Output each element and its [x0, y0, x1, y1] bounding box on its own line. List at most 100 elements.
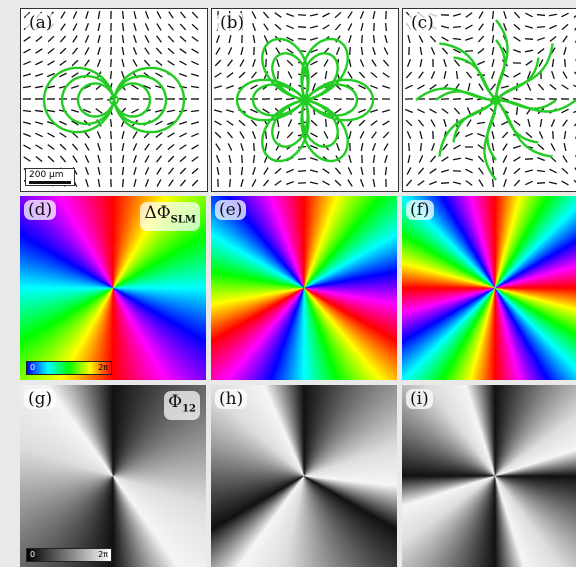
director-rod: [477, 144, 485, 150]
director-rod: [71, 59, 79, 67]
director-rod: [550, 119, 556, 127]
director-rod: [179, 73, 187, 77]
director-rod: [441, 108, 449, 114]
director-rod: [252, 167, 256, 175]
director-rod: [166, 85, 176, 89]
director-rod: [466, 71, 472, 79]
director-rod: [372, 47, 376, 55]
director-rod: [524, 25, 534, 29]
director-rod: [491, 178, 495, 188]
director-rod: [97, 154, 101, 164]
director-rod: [563, 46, 567, 56]
director-rod: [286, 13, 294, 17]
director-rod: [358, 119, 366, 127]
director-rod: [359, 131, 365, 139]
director-rod: [166, 109, 176, 113]
director-rod: [156, 167, 162, 175]
director-rod: [84, 47, 90, 55]
director-rod: [226, 72, 234, 78]
director-rod: [214, 120, 222, 126]
director-rod: [310, 132, 318, 138]
director-rod: [334, 23, 342, 31]
director-rod: [334, 179, 342, 187]
streamline: [112, 74, 168, 126]
director-rod: [59, 120, 67, 126]
director-rod: [191, 60, 199, 66]
director-rod: [215, 47, 221, 55]
director-rod: [573, 15, 576, 19]
director-rod: [524, 49, 534, 53]
director-rod: [276, 118, 280, 128]
director-rod: [251, 179, 257, 187]
director-rod: [417, 84, 425, 90]
director-rod: [491, 130, 495, 140]
streamline: [495, 57, 540, 101]
streamline: [435, 90, 496, 102]
director-rod: [537, 83, 545, 91]
director-rod: [406, 59, 412, 67]
director-rod: [71, 143, 79, 151]
director-rod: [214, 59, 222, 67]
director-rod: [561, 108, 569, 114]
director-rod: [47, 132, 55, 138]
director-rod: [502, 155, 508, 163]
director-rod: [133, 155, 137, 163]
director-rod: [286, 59, 294, 67]
director-rod: [227, 47, 233, 55]
director-rod: [512, 145, 522, 149]
director-rod: [297, 14, 307, 16]
director-rod: [191, 23, 199, 31]
director-rod: [132, 59, 138, 67]
streamline: [496, 98, 557, 110]
director-rod: [60, 23, 66, 31]
director-rod: [155, 132, 163, 138]
director-rod: [240, 166, 244, 176]
director-rod: [419, 46, 423, 56]
director-rod: [121, 58, 125, 68]
director-rod: [322, 12, 330, 18]
director-rod: [322, 24, 330, 30]
director-rod: [561, 23, 569, 31]
director-rod: [464, 97, 474, 101]
director-rod: [524, 38, 534, 40]
director-rod: [405, 119, 413, 127]
director-rod: [309, 169, 319, 173]
director-rod: [452, 157, 462, 161]
director-rod: [311, 83, 317, 91]
director-rod: [335, 47, 341, 55]
director-rod: [96, 131, 102, 139]
director-rod: [297, 37, 307, 41]
director-rod: [405, 179, 413, 187]
director-rod: [226, 85, 234, 89]
director-rod: [372, 10, 376, 20]
director-rod: [323, 59, 329, 67]
director-rod: [35, 35, 43, 43]
director-rod: [309, 157, 319, 161]
director-rod: [85, 10, 89, 20]
director-rod: [323, 131, 329, 139]
director-rod: [467, 82, 471, 92]
director-rod: [347, 71, 353, 79]
director-rod: [72, 47, 78, 55]
director-rod: [549, 83, 557, 91]
director-rod: [132, 143, 138, 151]
director-rod: [191, 144, 199, 150]
director-rod: [502, 23, 508, 31]
director-rod: [47, 72, 55, 78]
panel-c: (c): [402, 8, 576, 192]
director-rod: [228, 178, 232, 188]
director-rod: [132, 131, 138, 139]
director-rod: [297, 182, 307, 184]
director-rod: [191, 11, 199, 19]
director-rod: [370, 120, 378, 126]
director-rod: [322, 180, 330, 186]
director-rod: [503, 179, 507, 187]
director-rod: [549, 168, 557, 174]
director-rod: [536, 182, 546, 184]
director-rod: [383, 47, 389, 55]
director-rod: [110, 58, 112, 68]
director-rod: [121, 46, 125, 56]
streamline: [60, 74, 116, 126]
director-rod: [548, 13, 558, 17]
director-rod: [443, 58, 447, 68]
